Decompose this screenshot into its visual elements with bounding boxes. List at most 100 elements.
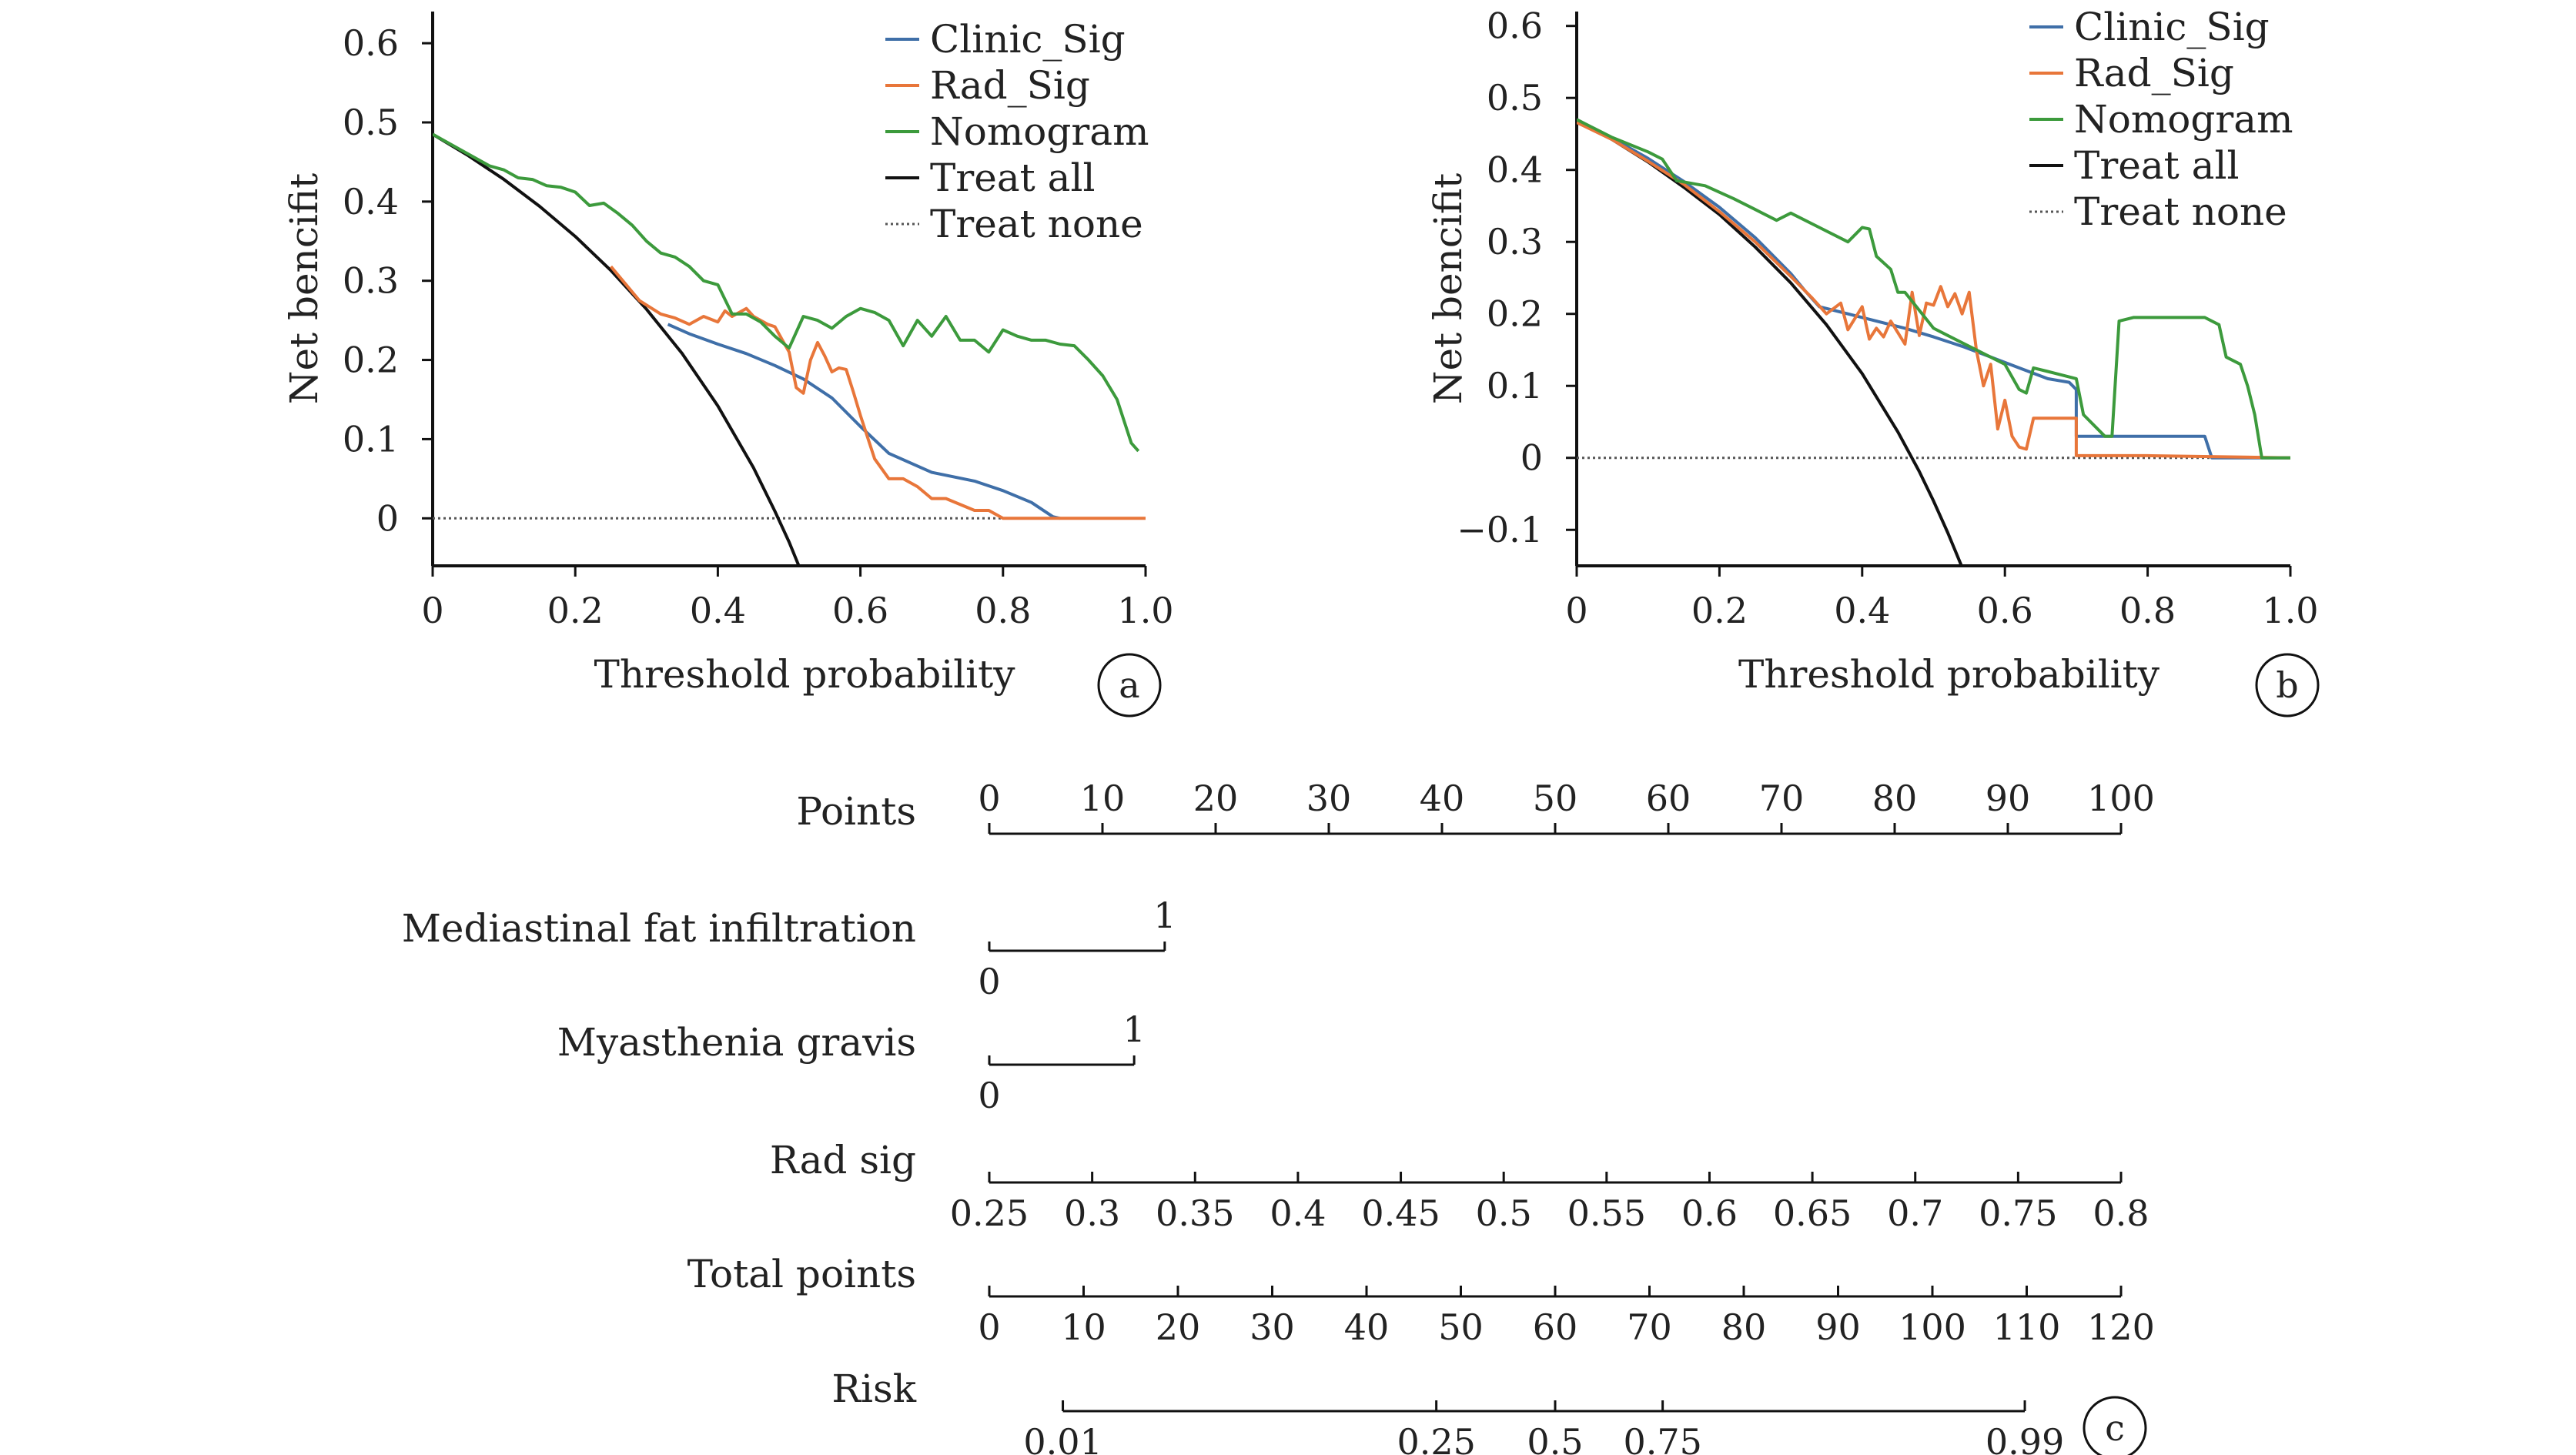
nomogram-tick-label: 0.25	[1397, 1421, 1475, 1455]
nomogram-row-label: Risk	[831, 1366, 916, 1411]
nomogram-tick-label: 1	[1123, 1008, 1146, 1050]
y-axis-label: Net bencifit	[1426, 173, 1470, 405]
y-tick-label: 0.5	[343, 102, 399, 143]
x-tick-label: 0.4	[1834, 590, 1890, 631]
x-tick-label: 0.2	[547, 590, 604, 631]
nomogram-tick-label: 0	[978, 961, 1000, 1002]
nomogram-tick-label: 70	[1759, 778, 1805, 819]
nomogram-tick-label: 50	[1533, 778, 1578, 819]
panel-label: a	[1119, 664, 1139, 706]
nomogram-tick-label: 0.25	[950, 1192, 1029, 1234]
nomogram-tick-label: 0.99	[1986, 1421, 2064, 1455]
panel-a-decision-curve: 0 0.2 0.4 0.6 0.8 1.0 0 0.1 0.2 0.3 0.4 0.5 0.6 Thres…	[282, 12, 1174, 717]
nomogram-tick-label: 80	[1721, 1306, 1767, 1348]
nomogram-tick-label: 20	[1193, 778, 1239, 819]
panel-label: b	[2276, 664, 2298, 706]
nomogram-row-label: Rad sig	[770, 1138, 916, 1182]
nomogram-row-label: Points	[796, 789, 916, 834]
y-tick-label: 0.1	[343, 418, 399, 460]
legend-label: Treat all	[930, 156, 1095, 200]
nomogram-tick-label: 60	[1533, 1306, 1578, 1348]
y-tick-label: 0.1	[1487, 365, 1543, 406]
y-tick-label: 0.2	[1487, 293, 1543, 335]
y-tick-label: 0.6	[1487, 5, 1543, 47]
nomogram-tick-label: 0.5	[1527, 1421, 1583, 1455]
panel-label: c	[2105, 1407, 2125, 1449]
nomogram-tick-label: 0.45	[1361, 1192, 1440, 1234]
panel-label-circle	[1097, 653, 1162, 717]
nomogram-tick-label: 0	[978, 1075, 1000, 1116]
panel-c-nomogram: Points 0 10 20 30 40 50 60 70 80 90 100Mediastinal …	[402, 778, 2155, 1455]
nomogram-tick-label: 70	[1627, 1306, 1672, 1348]
nomogram-tick-label: 10	[1061, 1306, 1106, 1348]
nomogram-tick-label: 0.35	[1156, 1192, 1234, 1234]
plot-area	[433, 132, 1146, 566]
y-tick-label: 0.4	[1487, 149, 1543, 191]
y-axis-label: Net bencifit	[282, 173, 326, 405]
legend-label: Clinic_Sig	[2074, 5, 2270, 49]
nomogram-tick-label: 40	[1420, 778, 1465, 819]
legend-label: Nomogram	[2074, 97, 2293, 142]
y-tick-label: 0.6	[343, 22, 399, 64]
legend-label: Treat none	[2074, 189, 2287, 234]
nomogram-tick-label: 60	[1646, 778, 1691, 819]
y-tick-label: 0.3	[343, 260, 399, 302]
nomogram-tick-label: 0.3	[1064, 1192, 1120, 1234]
nomogram-tick-label: 0.8	[2093, 1192, 2149, 1234]
panel-b-decision-curve: 0 0.2 0.4 0.6 0.8 1.0 −0.1 0 0.1 0.2 0.3 0.4 0.5 0.6 T…	[1426, 5, 2320, 717]
y-tick-label: 0	[1521, 437, 1543, 479]
nomogram-tick-label: 0.4	[1270, 1192, 1326, 1234]
nomogram-tick-label: 0.55	[1567, 1192, 1646, 1234]
nomogram-tick-label: 0.01	[1023, 1421, 1102, 1455]
series-line-nomogram	[433, 132, 1140, 453]
x-tick-label: 0.2	[1691, 590, 1748, 631]
x-tick-label: 0.8	[975, 590, 1031, 631]
nomogram-tick-label: 20	[1156, 1306, 1201, 1348]
panel-label-circle	[2255, 653, 2320, 717]
nomogram-tick-label: 0.5	[1476, 1192, 1532, 1234]
x-axis-label: Threshold probability	[594, 652, 1015, 697]
nomogram-tick-label: 0	[978, 778, 1000, 819]
nomogram-tick-label: 30	[1306, 778, 1352, 819]
nomogram-tick-label: 100	[2087, 778, 2155, 819]
x-tick-label: 0	[421, 590, 443, 631]
nomogram-tick-label: 50	[1438, 1306, 1484, 1348]
legend-label: Treat all	[2074, 143, 2239, 188]
x-tick-label: 0.6	[832, 590, 888, 631]
nomogram-tick-label: 120	[2087, 1306, 2155, 1348]
nomogram-tick-label: 10	[1080, 778, 1126, 819]
y-tick-label: −0.1	[1457, 509, 1543, 550]
y-tick-label: 0.5	[1487, 77, 1543, 119]
series-line-nomogram	[1577, 118, 2290, 460]
nomogram-tick-label: 0	[978, 1306, 1000, 1348]
series-line-rad-sig	[609, 265, 1146, 520]
series-line-rad-sig	[1577, 121, 2291, 460]
legend-label: Rad_Sig	[930, 63, 1090, 108]
legend-label: Clinic_Sig	[930, 17, 1126, 62]
y-tick-label: 0.2	[343, 340, 399, 381]
nomogram-tick-label: 100	[1899, 1306, 1966, 1348]
x-tick-label: 1.0	[1117, 590, 1173, 631]
y-tick-label: 0.3	[1487, 221, 1543, 263]
x-tick-label: 0.8	[2119, 590, 2176, 631]
series-line-clinic-sig	[667, 323, 1061, 520]
nomogram-tick-label: 30	[1250, 1306, 1295, 1348]
legend-label: Treat none	[930, 202, 1143, 246]
nomogram-row-label: Mediastinal fat infiltration	[402, 906, 916, 951]
y-tick-label: 0.4	[343, 181, 399, 222]
nomogram-tick-label: 90	[1986, 778, 2031, 819]
nomogram-tick-label: 0.7	[1887, 1192, 1943, 1234]
x-axis-label: Threshold probability	[1738, 652, 2160, 697]
panel-label-circle	[2083, 1396, 2147, 1455]
x-tick-label: 0.4	[690, 590, 746, 631]
nomogram-tick-label: 80	[1872, 778, 1918, 819]
nomogram-tick-label: 0.75	[1979, 1192, 2057, 1234]
legend-label: Rad_Sig	[2074, 51, 2234, 95]
nomogram-tick-label: 0.6	[1681, 1192, 1738, 1234]
y-tick-label: 0	[376, 497, 399, 539]
nomogram-row-label: Total points	[687, 1252, 916, 1296]
nomogram-tick-label: 1	[1153, 895, 1176, 936]
nomogram-tick-label: 90	[1815, 1306, 1861, 1348]
x-tick-label: 0.6	[1977, 590, 2033, 631]
